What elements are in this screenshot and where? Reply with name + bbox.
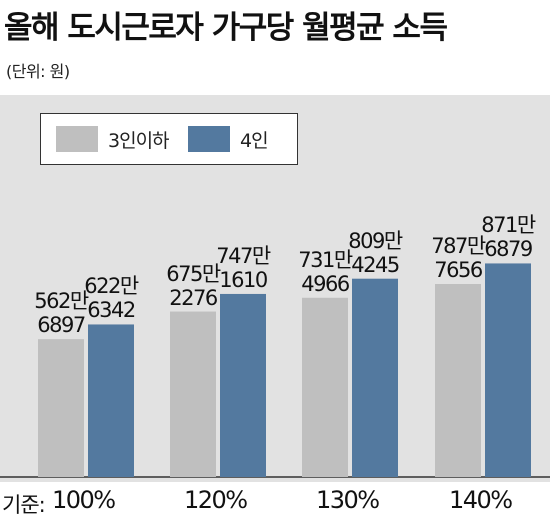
bar-value-line: 622만 <box>84 274 139 299</box>
legend-swatch-blue <box>188 126 230 152</box>
bar-value-line: 787만 <box>431 233 486 258</box>
bar-gray-130pct <box>302 297 348 477</box>
bar-value-label: 871만 6879 <box>479 213 537 261</box>
legend-label: 4인 <box>240 129 269 152</box>
unit-label: (단위: 원) <box>6 62 70 81</box>
bar-value-line: 675만 <box>166 261 221 286</box>
bar-value-label: 787만 7656 <box>429 234 487 282</box>
bar-value-label: 731만 4966 <box>296 248 354 296</box>
legend-swatch-gray <box>56 126 98 152</box>
bar-gray-140pct <box>435 283 481 477</box>
bar-value-label: 622만 6342 <box>82 274 140 322</box>
bar-value-line: 562만 <box>34 289 89 314</box>
bar-gray-100pct <box>38 339 84 477</box>
bar-chart <box>0 263 550 478</box>
bar-value-label: 747만 1610 <box>214 244 272 292</box>
bar-blue-100pct <box>88 324 134 477</box>
x-tick-label: 140% <box>449 486 513 514</box>
legend-item-4-persons: 4인 <box>188 126 269 152</box>
legend: 3인이하 4인 <box>40 113 298 165</box>
bar-blue-130pct <box>352 278 398 477</box>
bar-value-line: 747만 <box>216 243 271 268</box>
bar-blue-120pct <box>220 293 266 477</box>
legend-label: 3인이하 <box>108 129 170 152</box>
bar-value-label: 809만 4245 <box>346 229 404 277</box>
bar-value-line: 871만 <box>481 213 536 238</box>
x-tick-label: 120% <box>184 486 248 514</box>
chart-title: 올해 도시근로자 가구당 월평균 소득 <box>4 10 448 46</box>
bar-value-line: 6342 <box>87 298 136 323</box>
bar-value-line: 6879 <box>484 237 533 262</box>
bar-value-label: 562만 6897 <box>32 289 90 337</box>
bar-value-line: 1610 <box>219 267 268 292</box>
bar-gray-120pct <box>170 311 216 477</box>
bar-value-line: 7656 <box>434 257 483 282</box>
bar-value-line: 4245 <box>351 252 400 277</box>
legend-item-3-or-fewer: 3인이하 <box>56 126 170 152</box>
bar-value-line: 4966 <box>301 271 350 296</box>
basis-label: 기준: <box>2 493 46 517</box>
bar-value-line: 809만 <box>348 228 403 253</box>
bar-blue-140pct <box>485 263 531 477</box>
bar-value-line: 6897 <box>37 313 86 338</box>
bar-value-label: 675만 2276 <box>164 262 222 310</box>
bar-value-line: 731만 <box>298 247 353 272</box>
bar-value-line: 2276 <box>169 285 218 310</box>
x-tick-label: 100% <box>52 486 116 514</box>
x-tick-label: 130% <box>316 486 380 514</box>
